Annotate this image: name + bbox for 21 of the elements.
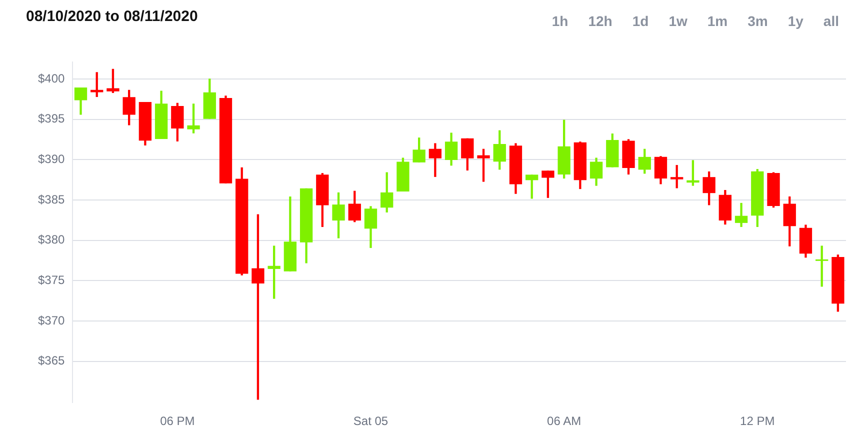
- text: all: [822, 12, 840, 31]
- x-tick-label: 06 AM: [547, 414, 582, 428]
- y-tick-label: $390: [38, 152, 66, 166]
- y-tick-label: $375: [38, 273, 66, 288]
- y-tick-label: $370: [38, 313, 66, 328]
- text: 3m: [746, 12, 769, 31]
- text: 1d: [631, 12, 650, 31]
- y-tick-label: $365: [38, 354, 66, 368]
- x-tick-label: Sat 05: [353, 414, 388, 428]
- text: 12h: [587, 12, 614, 31]
- text: 1w: [668, 12, 688, 31]
- y-tick-label: $380: [38, 232, 66, 247]
- y-tick-label: $400: [38, 71, 66, 86]
- text: 1m: [706, 12, 729, 31]
- x-tick-label: 06 PM: [160, 414, 195, 428]
- text: 1y: [786, 12, 804, 31]
- x-tick-label: 12 PM: [740, 414, 775, 428]
- y-tick-label: $385: [38, 192, 66, 206]
- chart-title: 08/10/2020 to 08/11/2020: [26, 8, 198, 25]
- text: 1h: [550, 12, 570, 31]
- y-tick-label: $395: [38, 112, 66, 126]
